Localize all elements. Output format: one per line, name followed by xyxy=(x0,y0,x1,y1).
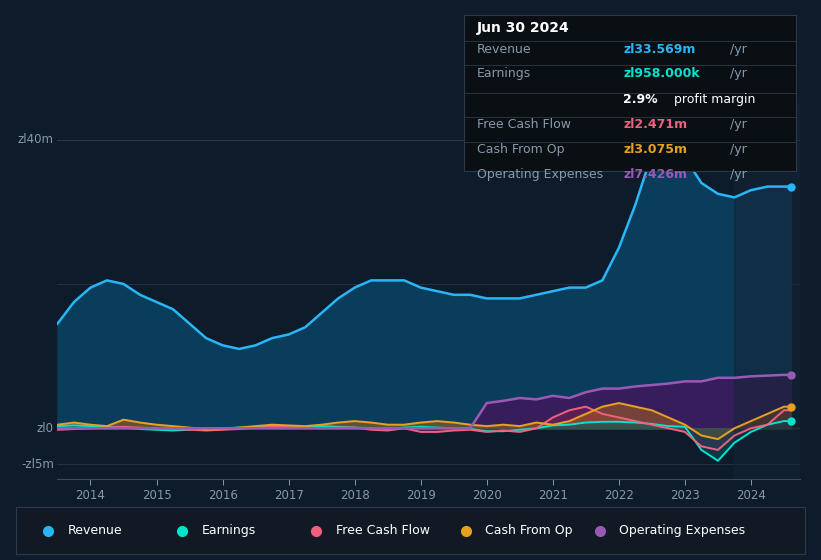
Text: /yr: /yr xyxy=(730,43,746,56)
Text: Revenue: Revenue xyxy=(477,43,532,56)
Bar xyxy=(735,104,800,479)
Text: Revenue: Revenue xyxy=(67,524,122,537)
Text: Earnings: Earnings xyxy=(202,524,256,537)
Text: Free Cash Flow: Free Cash Flow xyxy=(477,118,571,131)
Text: Earnings: Earnings xyxy=(477,67,531,80)
Text: zl3.075m: zl3.075m xyxy=(623,143,687,156)
Text: /yr: /yr xyxy=(730,167,746,181)
Text: zl0: zl0 xyxy=(37,422,53,435)
Text: /yr: /yr xyxy=(730,118,746,131)
Text: Operating Expenses: Operating Expenses xyxy=(619,524,745,537)
Text: zl33.569m: zl33.569m xyxy=(623,43,696,56)
Text: zl2.471m: zl2.471m xyxy=(623,118,688,131)
Text: Free Cash Flow: Free Cash Flow xyxy=(336,524,429,537)
Text: zl958.000k: zl958.000k xyxy=(623,67,700,80)
Text: profit margin: profit margin xyxy=(670,93,755,106)
Text: /yr: /yr xyxy=(730,143,746,156)
Text: Cash From Op: Cash From Op xyxy=(477,143,565,156)
Text: -zl5m: -zl5m xyxy=(21,458,53,471)
Text: Jun 30 2024: Jun 30 2024 xyxy=(477,21,570,35)
Text: 2.9%: 2.9% xyxy=(623,93,658,106)
Text: zl7.426m: zl7.426m xyxy=(623,167,687,181)
Text: /yr: /yr xyxy=(730,67,746,80)
Text: Operating Expenses: Operating Expenses xyxy=(477,167,603,181)
Text: zl40m: zl40m xyxy=(18,133,53,146)
Text: Cash From Op: Cash From Op xyxy=(485,524,573,537)
